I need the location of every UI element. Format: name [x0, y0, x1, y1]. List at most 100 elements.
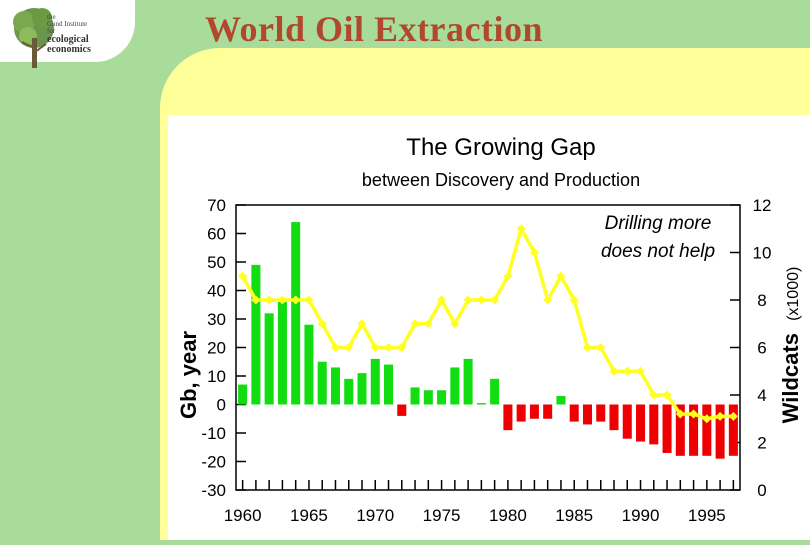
discovery-bar — [330, 367, 340, 405]
y2-tick-label: 10 — [753, 244, 772, 263]
gap-bar — [609, 404, 619, 431]
gap-bar — [728, 404, 738, 456]
y2-tick-label: 0 — [757, 481, 766, 500]
discovery-bar — [304, 324, 314, 405]
y2-tick-label: 2 — [757, 434, 766, 453]
y2-axis-label-name: Wildcats — [778, 333, 803, 423]
y-tick-label: 10 — [207, 367, 226, 386]
wildcats-point — [490, 295, 500, 305]
wildcats-point — [344, 343, 354, 352]
header-band — [0, 0, 810, 55]
logo-line-4: ecological — [47, 34, 89, 45]
y2-tick-label: 6 — [757, 339, 766, 358]
y2-axis-label: Wildcats (x1000) — [778, 267, 803, 424]
wildcats-point — [636, 366, 646, 376]
x-tick-label: 1985 — [555, 506, 593, 525]
wildcats-point — [596, 343, 606, 352]
y-axis-label: Gb, year — [176, 331, 201, 419]
logo-line-5: economics — [47, 44, 91, 55]
logo-line-2: Gund Institute — [47, 20, 88, 28]
wildcats-point — [689, 409, 699, 419]
y2-tick-label: 8 — [757, 291, 766, 310]
wildcats-point — [556, 271, 566, 281]
wildcats-point — [503, 271, 513, 281]
discovery-bar — [238, 384, 248, 405]
wildcats-point — [450, 319, 460, 329]
gap-bar — [649, 404, 659, 445]
wildcats-point — [370, 343, 380, 352]
gap-bar — [397, 404, 407, 416]
gap-bar — [582, 404, 592, 425]
discovery-bar — [251, 264, 261, 405]
gap-bar — [662, 404, 672, 453]
wildcats-point — [622, 366, 632, 376]
discovery-bar — [423, 390, 433, 405]
discovery-bar — [556, 395, 566, 405]
x-tick-label: 1990 — [622, 506, 660, 525]
discovery-bar — [437, 390, 447, 405]
y2-axis-label-group: Wildcats (x1000) — [778, 267, 803, 424]
wildcats-point — [397, 343, 407, 352]
discovery-bar — [357, 373, 367, 405]
discovery-bar — [317, 361, 327, 405]
wildcats-point — [543, 295, 553, 305]
gap-bar — [702, 404, 712, 456]
x-tick-label: 1980 — [489, 506, 527, 525]
chart-subtitle: between Discovery and Production — [362, 170, 640, 190]
discovery-bar — [291, 222, 301, 405]
wildcats-point — [715, 411, 725, 421]
discovery-bar — [264, 313, 274, 405]
chart-title: The Growing Gap — [406, 134, 595, 161]
gap-bar — [543, 404, 553, 419]
gap-bar — [516, 404, 526, 422]
y-tick-label: 0 — [217, 396, 226, 415]
y-tick-label: 60 — [207, 225, 226, 244]
y2-tick-label: 12 — [753, 196, 772, 215]
annotation-line-1: Drilling more — [605, 213, 712, 234]
wildcats-point — [582, 343, 592, 352]
growing-gap-chart: The Growing Gap between Discovery and Pr… — [176, 134, 803, 525]
wildcats-point — [264, 295, 274, 305]
x-tick-label: 1965 — [290, 506, 328, 525]
discovery-bar — [277, 301, 287, 405]
discovery-bar — [344, 378, 354, 405]
discovery-bar — [370, 358, 380, 405]
gap-bar — [715, 404, 725, 459]
discovery-bar — [410, 387, 420, 405]
logo-line-1: the — [47, 13, 56, 21]
wildcats-point — [304, 295, 314, 305]
wildcats-point — [675, 409, 685, 419]
x-tick-label: 1960 — [224, 506, 262, 525]
discovery-bar — [450, 367, 460, 405]
wildcats-point — [384, 343, 394, 352]
y2-axis-label-unit: (x1000) — [785, 267, 802, 321]
wildcats-point — [516, 224, 526, 234]
discovery-bar — [490, 378, 500, 405]
y2-tick-label: 4 — [757, 386, 766, 405]
institute-logo: the Gund Institute for ecological econom… — [0, 0, 135, 68]
y-tick-label: 50 — [207, 253, 226, 272]
wildcats-point — [423, 319, 433, 329]
y-tick-label: -20 — [201, 453, 226, 472]
x-tick-label: 1995 — [688, 506, 726, 525]
y-tick-label: 20 — [207, 339, 226, 358]
gap-bar — [596, 404, 606, 422]
wildcats-point — [291, 295, 301, 305]
discovery-bar — [476, 403, 486, 405]
wildcats-point — [330, 343, 340, 352]
wildcats-point — [529, 248, 539, 257]
y-tick-label: -30 — [201, 481, 226, 500]
tree-icon — [13, 8, 54, 68]
page-title: World Oil Extraction — [205, 9, 543, 49]
wildcats-point — [569, 295, 579, 305]
gap-bar — [675, 404, 685, 456]
wildcats-point — [728, 411, 738, 421]
gap-bar — [569, 404, 579, 422]
logo-line-3: for — [47, 27, 56, 35]
chart-container: The Growing Gap between Discovery and Pr… — [168, 115, 810, 540]
wildcats-point — [702, 414, 712, 424]
y-tick-label: -10 — [201, 424, 226, 443]
wildcats-point — [238, 271, 248, 281]
wildcats-point — [357, 319, 367, 329]
discovery-bar — [463, 358, 473, 405]
